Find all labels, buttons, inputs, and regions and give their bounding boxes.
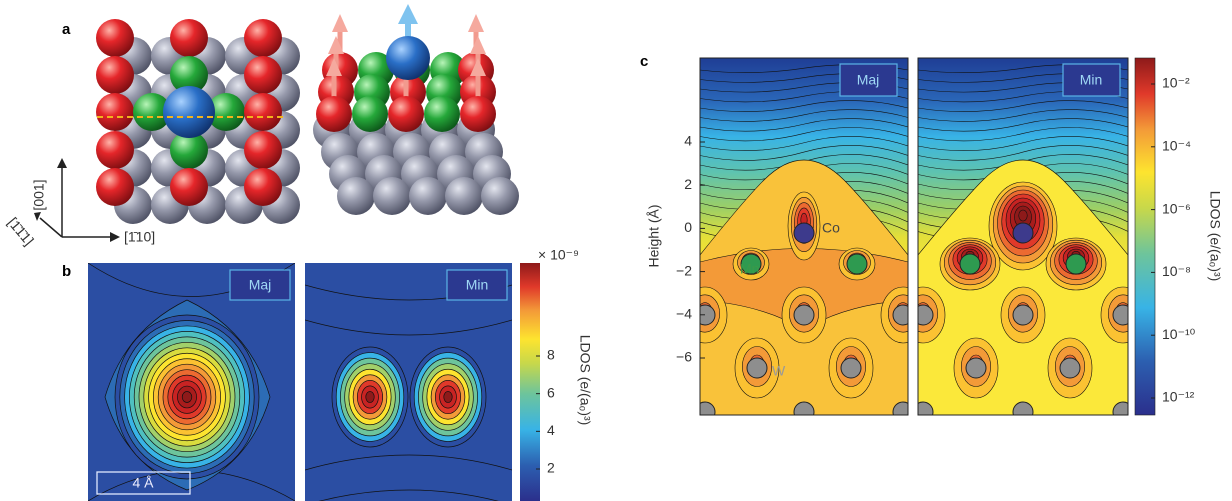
atom: [96, 93, 134, 131]
atom: [460, 96, 496, 132]
atom-label: Mn: [740, 261, 759, 277]
atom: [893, 305, 913, 325]
y-tick-label: 4: [684, 133, 692, 149]
colorbar-tick-label: 8: [547, 347, 555, 363]
y-tick-label: −4: [676, 306, 692, 322]
atom: [960, 254, 980, 274]
colorbar-label: LDOS (e/(a₀)³): [577, 335, 593, 426]
atom: [1013, 402, 1033, 422]
atom: [96, 56, 134, 94]
atom: [1060, 358, 1080, 378]
spin-arrowhead: [470, 36, 486, 54]
colorbar-tick-label: 4: [547, 422, 555, 438]
colorbar-label: LDOS (e/(a₀)³): [1207, 191, 1223, 282]
map-label: Maj: [249, 277, 272, 293]
atom: [409, 177, 447, 215]
scale-bar-label: 4 Å: [132, 475, 154, 491]
atom: [747, 358, 767, 378]
atom: [913, 402, 933, 422]
atom-label: Co: [822, 220, 840, 236]
y-tick-label: −6: [676, 349, 692, 365]
direction-label: [1̄10]: [124, 229, 155, 245]
atom: [794, 223, 814, 243]
atom: [316, 96, 352, 132]
contour: [366, 391, 374, 402]
contour: [444, 391, 452, 402]
atom: [388, 96, 424, 132]
colorbar-tick-label: 10⁻⁸: [1162, 263, 1191, 279]
atom: [695, 402, 715, 422]
atom: [244, 131, 282, 169]
atom-models: [96, 4, 519, 224]
panel-label: b: [62, 263, 71, 280]
colorbar-tick-label: 10⁻⁴: [1162, 138, 1191, 154]
spin-arrowhead: [398, 4, 418, 24]
direction-label: [001]: [31, 179, 47, 210]
panel-label: a: [62, 21, 71, 38]
atom: [841, 358, 861, 378]
atom: [966, 358, 986, 378]
atom: [913, 305, 933, 325]
map-label: Min: [466, 277, 489, 293]
spin-arrowhead: [332, 14, 348, 32]
atom: [794, 305, 814, 325]
colorbar-tick-label: 10⁻¹⁰: [1162, 326, 1196, 342]
atom: [386, 36, 430, 80]
atom: [170, 19, 208, 57]
atom: [794, 402, 814, 422]
colorbar-multiplier: × 10⁻⁹: [538, 247, 579, 263]
colorbar-tick-label: 10⁻⁶: [1162, 200, 1191, 216]
atom: [352, 96, 388, 132]
atom: [424, 96, 460, 132]
spin-arrowhead: [468, 14, 484, 32]
y-tick-label: −2: [676, 262, 692, 278]
map-label: Min: [1080, 72, 1103, 88]
axis-label: Height (Å): [646, 204, 662, 267]
contour: [1019, 210, 1028, 221]
ldos-map: [901, 58, 1145, 422]
atom: [481, 177, 519, 215]
atom: [337, 177, 375, 215]
colorbar: [520, 263, 540, 501]
colorbar-tick-label: 2: [547, 460, 555, 476]
atom: [96, 19, 134, 57]
atom: [1113, 402, 1133, 422]
atom: [847, 254, 867, 274]
colorbar: [1135, 58, 1155, 415]
y-tick-label: 0: [684, 219, 692, 235]
atom: [244, 93, 282, 131]
atom: [1113, 305, 1133, 325]
atom: [1066, 254, 1086, 274]
ldos-map: [683, 58, 925, 422]
atom: [1013, 223, 1033, 243]
atom: [163, 86, 215, 138]
atom: [445, 177, 483, 215]
atom: [244, 168, 282, 206]
y-tick-label: 2: [684, 176, 692, 192]
colorbar-tick-label: 6: [547, 384, 555, 400]
atom-label: W: [772, 363, 786, 379]
atom: [893, 402, 913, 422]
panel-label: c: [640, 53, 648, 70]
atom: [373, 177, 411, 215]
colorbar-tick-label: 10⁻²: [1162, 75, 1190, 91]
colorbar-tick-label: 10⁻¹²: [1162, 389, 1195, 405]
atom: [244, 56, 282, 94]
atom: [96, 168, 134, 206]
map-label: Maj: [857, 72, 880, 88]
contour: [182, 392, 192, 403]
direction-label: [1̄1̄1]: [5, 214, 37, 248]
atom: [170, 168, 208, 206]
atom: [244, 19, 282, 57]
atom: [1013, 305, 1033, 325]
figure: a b c [001] [1̄10] [1̄1̄1] Maj Min 4 Å ×…: [0, 0, 1232, 501]
atom: [96, 131, 134, 169]
